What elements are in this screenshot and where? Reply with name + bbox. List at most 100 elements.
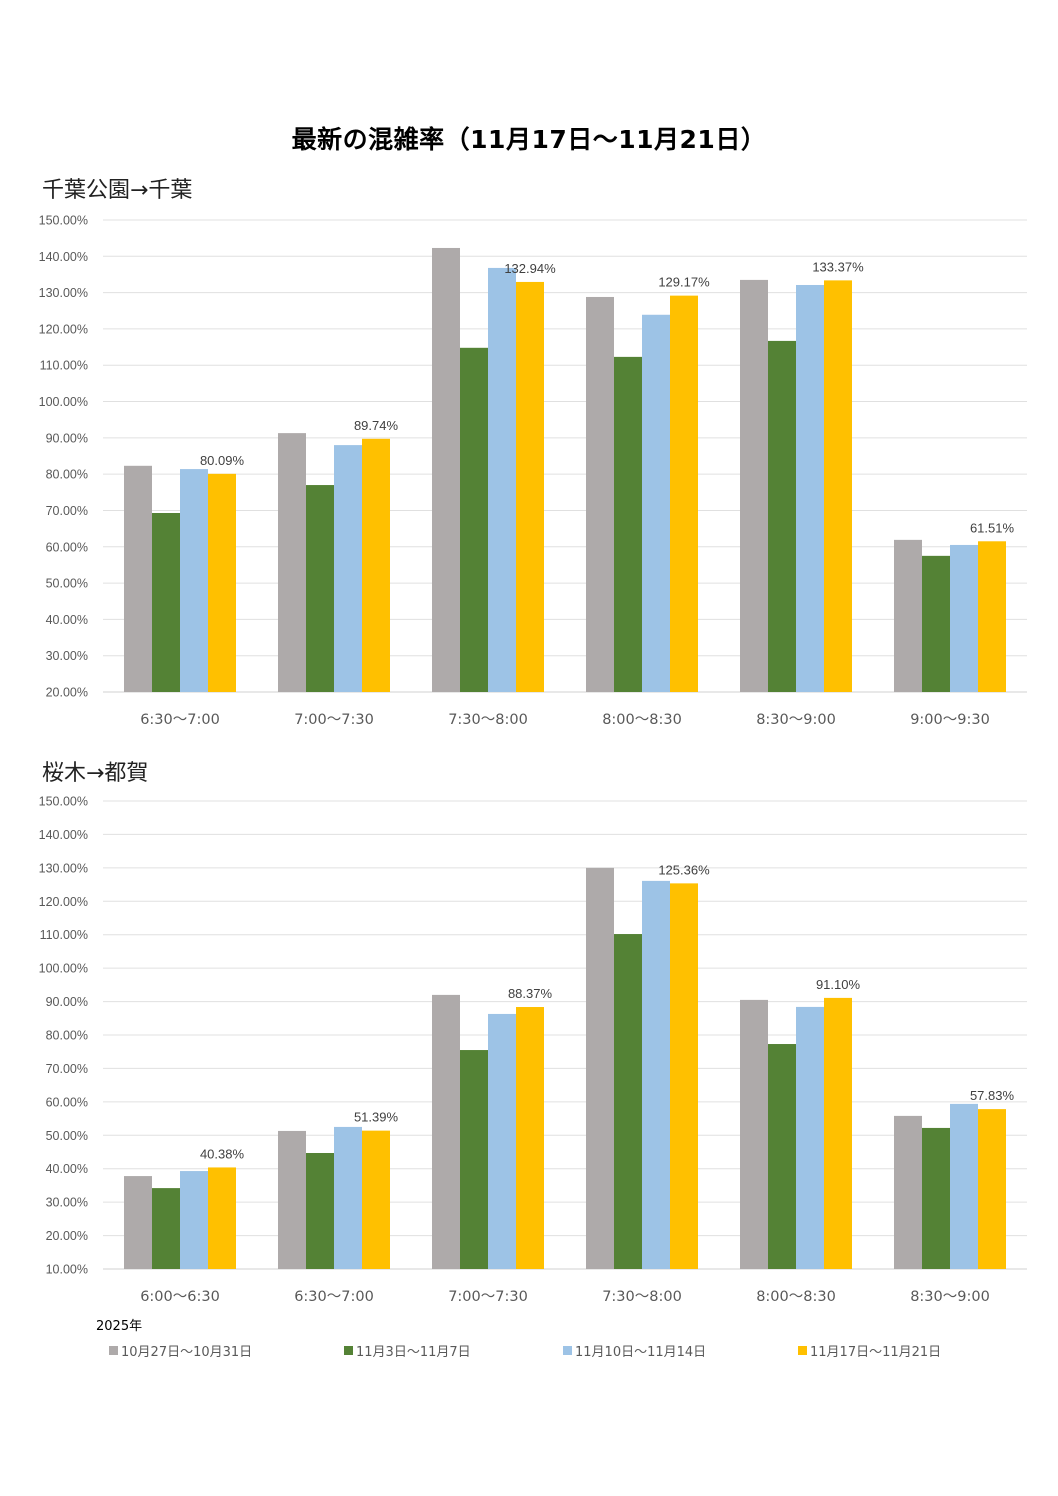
y-tick-label: 90.00% — [46, 431, 88, 445]
y-tick-label: 140.00% — [39, 828, 88, 842]
y-tick-label: 50.00% — [46, 577, 88, 591]
bar — [488, 267, 516, 692]
bar — [922, 1127, 950, 1269]
bar — [586, 296, 614, 692]
x-tick-label: 7:30～8:00 — [602, 1289, 682, 1305]
y-tick-label: 100.00% — [39, 962, 88, 976]
bar — [922, 555, 950, 692]
bar — [978, 1109, 1006, 1269]
bar — [334, 445, 362, 692]
bar — [740, 999, 768, 1269]
bar — [670, 295, 698, 692]
legend-swatch — [798, 1346, 807, 1355]
x-tick-label: 6:30～7:00 — [294, 1289, 374, 1305]
x-tick-label: 6:00～6:30 — [140, 1289, 220, 1305]
year-label: 2025年 — [96, 1319, 143, 1334]
bar — [670, 883, 698, 1269]
y-tick-label: 20.00% — [46, 1229, 88, 1243]
data-label: 91.10% — [816, 977, 861, 992]
page-title: 最新の混雑率（11月17日～11月21日） — [291, 125, 767, 154]
bar — [768, 1044, 796, 1269]
y-tick-label: 140.00% — [39, 250, 88, 264]
y-tick-label: 150.00% — [39, 214, 88, 228]
data-label: 61.51% — [970, 520, 1015, 535]
data-label: 57.83% — [970, 1088, 1015, 1103]
x-tick-label: 8:00～8:30 — [756, 1289, 836, 1305]
legend-label: 11月10日～11月14日 — [575, 1345, 707, 1360]
chart-sakuragi-to-tsuga: 10.00% 20.00% 30.00% 40.00% 50.00% 60.00% 70.0… — [39, 795, 1027, 1305]
data-label: 88.37% — [508, 986, 553, 1001]
bar — [824, 997, 852, 1269]
y-tick-label: 110.00% — [40, 359, 88, 373]
data-label: 132.94% — [504, 261, 556, 276]
x-tick-label: 8:30～9:00 — [756, 712, 836, 728]
y-tick-label: 40.00% — [46, 613, 88, 627]
bar — [978, 541, 1006, 692]
bar — [516, 281, 544, 692]
y-tick-label: 110.00% — [40, 928, 88, 942]
data-label: 125.36% — [658, 862, 710, 877]
bar — [642, 314, 670, 692]
y-tick-label: 80.00% — [46, 1029, 88, 1043]
legend-swatch — [563, 1346, 572, 1355]
legend-item: 11月10日～11月14日 — [563, 1341, 706, 1360]
chart-1-title: 千葉公園→千葉 — [42, 178, 193, 203]
x-tick-label: 6:30～7:00 — [140, 712, 220, 728]
bar — [334, 1126, 362, 1269]
bar — [180, 1171, 208, 1269]
bar — [740, 279, 768, 692]
legend-label: 11月17日～11月21日 — [810, 1345, 942, 1360]
bar — [614, 934, 642, 1269]
y-tick-label: 70.00% — [46, 504, 88, 518]
bar — [124, 465, 152, 692]
bar — [950, 1103, 978, 1269]
legend-item: 11月3日～11月7日 — [344, 1341, 471, 1360]
bar — [306, 1153, 334, 1269]
x-tick-label: 8:00～8:30 — [602, 712, 682, 728]
bar — [796, 284, 824, 692]
bar — [278, 1130, 306, 1269]
y-tick-label: 60.00% — [46, 1095, 88, 1109]
y-tick-label: 70.00% — [46, 1062, 88, 1076]
bar — [796, 1006, 824, 1269]
y-tick-label: 30.00% — [46, 1196, 88, 1210]
y-tick-label: 40.00% — [46, 1162, 88, 1176]
bar — [152, 1188, 180, 1269]
y-tick-label: 10.00% — [46, 1263, 88, 1277]
legend-swatch — [344, 1346, 353, 1355]
data-label: 80.09% — [200, 453, 245, 468]
bar — [768, 340, 796, 692]
bar — [362, 438, 390, 692]
legend: 10月27日～10月31日 11月3日～11月7日 11月10日～11月14日 … — [0, 1341, 1058, 1361]
y-tick-label: 60.00% — [46, 540, 88, 554]
bar — [124, 1176, 152, 1269]
bar — [278, 433, 306, 692]
y-tick-label: 20.00% — [46, 686, 88, 700]
x-tick-label: 7:30～8:00 — [448, 712, 528, 728]
bar — [152, 513, 180, 692]
bar — [432, 247, 460, 693]
y-tick-label: 80.00% — [46, 468, 88, 482]
x-tick-label: 9:00～9:30 — [910, 712, 990, 728]
bar — [894, 539, 922, 692]
legend-label: 11月3日～11月7日 — [356, 1345, 471, 1360]
legend-label: 10月27日～10月31日 — [121, 1345, 253, 1360]
bar — [586, 867, 614, 1269]
y-tick-label: 30.00% — [46, 649, 88, 663]
y-tick-label: 90.00% — [46, 995, 88, 1009]
data-label: 129.17% — [658, 275, 710, 290]
legend-item: 10月27日～10月31日 — [109, 1341, 252, 1360]
bar — [460, 1050, 488, 1269]
bar — [208, 473, 236, 692]
legend-swatch — [109, 1346, 118, 1355]
bar — [642, 880, 670, 1269]
legend-item: 11月17日～11月21日 — [798, 1341, 941, 1360]
y-tick-label: 130.00% — [39, 286, 88, 300]
data-label: 89.74% — [354, 418, 399, 433]
data-label: 133.37% — [812, 259, 864, 274]
data-label: 40.38% — [200, 1146, 245, 1161]
bar — [306, 485, 334, 692]
bar — [516, 1007, 544, 1269]
y-tick-label: 130.00% — [39, 861, 88, 875]
bar — [950, 544, 978, 692]
